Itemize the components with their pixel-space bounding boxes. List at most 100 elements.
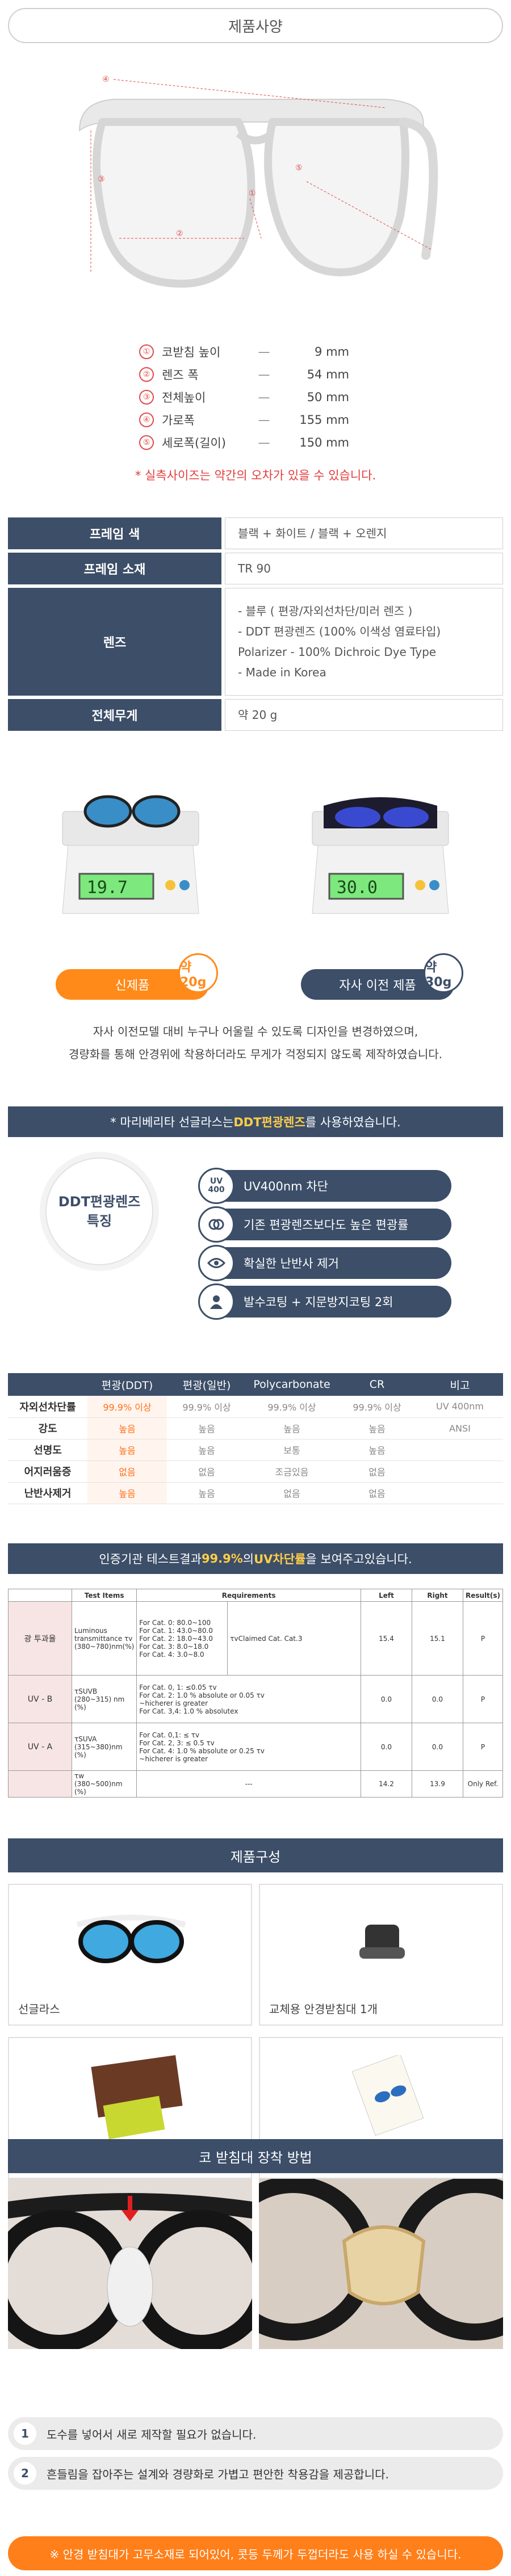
ddt-title-line1: DDT편광렌즈: [58, 1194, 141, 1210]
cert-claimed: τvClaimed Cat. Cat.3: [227, 1601, 361, 1676]
dimension-value: 54 mm: [307, 368, 349, 381]
ddt-feature-text: UV400nm 차단: [244, 1180, 328, 1193]
cert-item: τSUVA (315~380)nm (%): [71, 1723, 137, 1771]
dimension-dash: —: [258, 368, 270, 381]
cert-right: 0.0: [411, 1675, 463, 1723]
table-header: [8, 1373, 87, 1396]
table-row: UV - A τSUVA (315~380)nm (%) For Cat. 0,…: [8, 1723, 504, 1771]
table-row: 어지러움증 없음 없음 조금있음 없음: [8, 1460, 503, 1483]
composition-card: 교체용 안경받침대 1개: [259, 1884, 503, 2026]
cert-right: 15.1: [411, 1601, 463, 1676]
cert-item: τw (380~500)nm (%): [71, 1770, 137, 1798]
table-cell: 없음: [87, 1460, 167, 1483]
table-header: Requirements: [136, 1589, 361, 1602]
table-header: Polycarbonate: [246, 1373, 337, 1396]
new-weight-badge: 약20g: [178, 953, 218, 993]
dimension-note: * 실측사이즈는 약간의 오차가 있을 수 있습니다.: [135, 469, 376, 482]
table-header-row: 편광(DDT) 편광(일반) Polycarbonate CR 비고: [8, 1373, 503, 1396]
table-row: 강도 높음 높음 높음 높음 ANSI: [8, 1417, 503, 1439]
cert-right: 0.0: [411, 1723, 463, 1771]
cert-req-line: For Cat. 2, 3: ≤ 0.5 τv: [139, 1739, 215, 1747]
table-header: 편광(DDT): [87, 1373, 167, 1396]
table-cell: 높음: [167, 1417, 246, 1439]
dimension-label: 세로폭(길이): [162, 436, 226, 450]
dimension-number: ⑤: [139, 435, 154, 450]
dimension-row: ⑤ 세로폭(길이) — 150 mm: [139, 431, 378, 454]
cert-req-line: For Cat. 0, 1: ≤0.05 τv: [139, 1683, 217, 1691]
dimension-dash: —: [258, 436, 270, 449]
table-cell: 높음: [87, 1439, 167, 1461]
spec-label: 프레임 소재: [8, 553, 221, 584]
table-row: UV - B τSUVB (280~315) nm (%) For Cat. 0…: [8, 1675, 504, 1723]
nosepad-warning: ※ 안경 받침대가 고무소재로 되어있어, 콧등 두께가 두껍더라도 사용 하실…: [8, 2536, 503, 2570]
scale-photo-old: 30.0: [312, 797, 449, 914]
dimension-row: ① 코받침 높이 — 9 mm: [139, 340, 378, 363]
weight-desc-line2: 경량화를 통해 안경위에 착용하더라도 무게가 걱정되지 않도록 제작하였습니다…: [68, 1047, 443, 1061]
dimension-value: 9 mm: [315, 345, 349, 359]
ddt-feature-item: 발수코팅 + 지문방지코팅 2회: [198, 1283, 451, 1320]
spec-value: 블랙 + 화이트 / 블랙 + 오렌지: [225, 517, 503, 549]
nosepad-photo-2: [259, 2179, 503, 2349]
spec-value: TR 90: [225, 553, 503, 584]
diagram-marker-5: ⑤: [295, 163, 303, 172]
ddt-feature-item: UV 400 UV400nm 차단: [198, 1168, 451, 1204]
cert-req-line: For Cat. 0,1: ≤ τv: [139, 1731, 200, 1739]
cert-result: Only Ref.: [462, 1770, 504, 1798]
cert-req-line: For Cat. 3,4: 1.0 % absolutex: [139, 1707, 238, 1715]
table-cell: 99.9% 이상: [246, 1396, 337, 1418]
scale-photo-new: 19.7: [62, 795, 199, 914]
cert-result: P: [462, 1601, 504, 1676]
table-header: Left: [360, 1589, 412, 1602]
step-text: 도수를 넣어서 새로 제작할 필요가 없습니다.: [47, 2427, 257, 2442]
spec-row-lens: 렌즈 - 블루 ( 편광/자외선차단/미러 렌즈 ) - DDT 편광렌즈 (1…: [8, 588, 503, 696]
old-weight-badge: 약30g: [424, 953, 463, 993]
table-cell: 높음: [337, 1417, 417, 1439]
nosepad-image: [359, 1925, 405, 1959]
cert-reqs: For Cat. 0, 1: ≤0.05 τv For Cat. 2: 1.0 …: [136, 1675, 361, 1723]
cert-left: 0.0: [360, 1723, 412, 1771]
composition-banner: 제품구성: [8, 1838, 503, 1872]
dimension-label: 코받침 높이: [162, 346, 221, 359]
table-header-row: Test Items Requirements Left Right Resul…: [8, 1589, 504, 1602]
ddt-feature-title: DDT편광렌즈 특징: [45, 1157, 153, 1265]
cert-result: P: [462, 1723, 504, 1771]
cert-banner-prefix: 인증기관 테스트결과: [99, 1552, 202, 1566]
cert-row-label: UV - A: [8, 1723, 72, 1771]
cert-banner-highlight-pct: 99.9%: [201, 1552, 243, 1565]
table-cell: 높음: [337, 1439, 417, 1461]
ddt-feature-text: 기존 편광렌즈보다도 높은 편광률: [244, 1218, 409, 1232]
dimension-label: 렌즈 폭: [162, 368, 199, 382]
dimension-dash: —: [258, 413, 270, 427]
cert-result: P: [462, 1675, 504, 1723]
dimension-row: ② 렌즈 폭 — 54 mm: [139, 363, 378, 386]
uv400-icon: UV 400: [198, 1168, 234, 1204]
spec-label: 전체무게: [8, 699, 221, 731]
ddt-feature-text: 발수코팅 + 지문방지코팅 2회: [244, 1295, 393, 1309]
ddt-banner-prefix: * 마리베리타 선글라스는: [110, 1116, 234, 1129]
diagram-marker-2: ②: [176, 229, 183, 238]
table-row: τw (380~500)nm (%) --- 14.2 13.9 Only Re…: [8, 1770, 504, 1798]
diagram-marker-1: ①: [249, 189, 256, 198]
spec-table: 프레임 색 블랙 + 화이트 / 블랙 + 오렌지 프레임 소재 TR 90 렌…: [8, 517, 503, 734]
sunglasses-image: [76, 1914, 186, 1963]
table-cell: 조금있음: [246, 1460, 337, 1483]
table-row: 선명도 높음 높음 보통 높음: [8, 1439, 503, 1461]
nosepad-banner: 코 받침대 장착 방법: [8, 2139, 503, 2173]
case-image: [91, 2055, 183, 2140]
table-header: 편광(일반): [167, 1373, 246, 1396]
cert-banner-suffix: 을 보여주고있습니다.: [305, 1552, 412, 1566]
cert-req-line: ~hicherer is greater: [139, 1754, 208, 1763]
table-cell: 99.9% 이상: [167, 1396, 246, 1418]
spec-row-weight: 전체무게 약 20 g: [8, 699, 503, 731]
dimension-number: ②: [139, 367, 154, 382]
dimension-number: ①: [139, 344, 154, 359]
ddt-title-line2: 특징: [86, 1213, 112, 1229]
table-header: Result(s): [462, 1589, 504, 1602]
lens-line: - 블루 ( 편광/자외선차단/미러 렌즈 ): [238, 604, 413, 618]
spec-row-frame-color: 프레임 색 블랙 + 화이트 / 블랙 + 오렌지: [8, 517, 503, 549]
table-cell: 99.9% 이상: [87, 1396, 167, 1418]
scale-display-new: 19.7: [87, 878, 128, 898]
cert-req-line: ~hicherer is greater: [139, 1699, 208, 1707]
cert-banner-mid: 의: [242, 1552, 254, 1566]
